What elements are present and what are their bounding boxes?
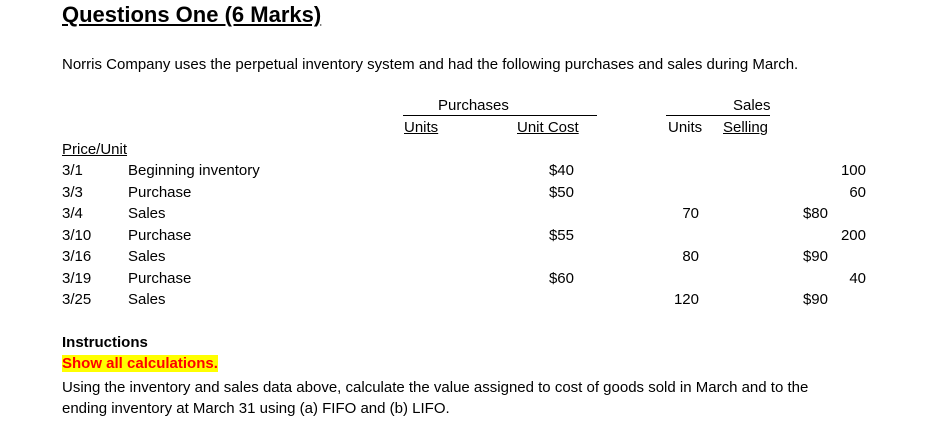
row-purchase-units: 200 [840, 226, 866, 244]
row-sales-units: 70 [682, 205, 699, 222]
purchases-rule [403, 115, 597, 116]
row-sales-units: 120 [673, 291, 699, 308]
row-date: 3/19 [62, 269, 92, 287]
row-description: Sales [128, 248, 166, 265]
table-row: 3/1 Beginning inventory 100 $40 [0, 162, 931, 183]
table-row: 3/25 Sales 120 $90 [0, 291, 931, 312]
row-purchase-units: 60 [849, 183, 866, 201]
row-description: Purchase [128, 183, 192, 201]
intro-paragraph: Norris Company uses the perpetual invent… [62, 56, 799, 73]
row-sales-units: 80 [682, 248, 699, 265]
table-row: 3/16 Sales 80 $90 [0, 248, 931, 269]
table-row: 3/4 Sales 70 $80 [0, 205, 931, 226]
row-description: Beginning inventory [128, 162, 260, 179]
instructions-text: Using the inventory and sales data above… [62, 379, 809, 417]
page-title: Questions One (6 Marks) [62, 2, 322, 27]
instructions-heading: Instructions [62, 334, 148, 351]
row-description: Purchase [128, 269, 192, 287]
units-header: Units [404, 119, 439, 136]
table-row: 3/19 Purchase 40 $60 [0, 270, 931, 291]
row-selling-price: $90 [802, 248, 828, 265]
row-description: Sales [128, 205, 166, 222]
row-selling-price: $80 [802, 205, 828, 222]
row-description: Purchase [128, 226, 192, 244]
sales-units-header: Units [668, 119, 703, 136]
show-calculations-highlight: Show all calculations. [62, 355, 218, 372]
row-description: Sales [128, 291, 166, 308]
row-purchase-units: 40 [849, 269, 866, 287]
price-unit-header: Price/Unit [62, 141, 128, 158]
row-unit-cost: $60 [548, 269, 574, 287]
table-row: 3/3 Purchase 60 $50 [0, 184, 931, 205]
row-date: 3/10 [62, 226, 92, 244]
row-date: 3/16 [62, 248, 92, 265]
row-date: 3/3 [62, 183, 83, 201]
sales-header: Sales [733, 97, 771, 114]
row-purchase-units: 100 [840, 162, 866, 179]
unit-cost-header: Unit Cost [517, 119, 579, 136]
sales-rule [666, 115, 770, 116]
row-date: 3/1 [62, 162, 83, 179]
purchases-header: Purchases [438, 97, 509, 114]
selling-header: Selling [723, 119, 769, 136]
row-date: 3/25 [62, 291, 92, 308]
row-unit-cost: $50 [548, 183, 574, 201]
row-unit-cost: $55 [548, 226, 574, 244]
row-date: 3/4 [62, 205, 83, 222]
table-row: 3/10 Purchase 200 $55 [0, 227, 931, 248]
row-selling-price: $90 [802, 291, 828, 308]
instructions-highlight-line: Show all calculations. [62, 355, 218, 372]
row-unit-cost: $40 [548, 162, 574, 179]
